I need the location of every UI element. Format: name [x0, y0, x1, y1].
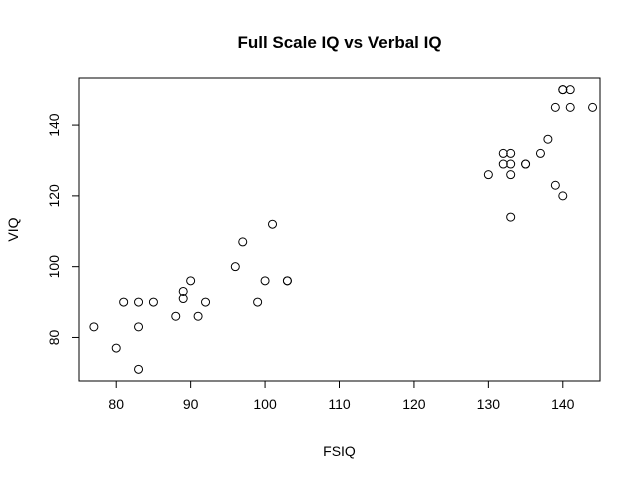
data-point: [134, 364, 144, 374]
data-point: [565, 85, 575, 95]
y-tick-label: 120: [46, 184, 62, 208]
data-point: [506, 170, 516, 180]
data-point: [558, 191, 568, 201]
plot-frame: [78, 77, 601, 382]
data-point: [238, 237, 248, 247]
data-point: [201, 297, 211, 307]
x-tick-label: 100: [253, 396, 277, 412]
data-point: [535, 148, 545, 158]
x-tick-label: 130: [477, 396, 501, 412]
x-tick-label: 80: [108, 396, 124, 412]
data-point: [565, 102, 575, 112]
data-point: [543, 134, 553, 144]
data-point: [506, 212, 516, 222]
y-axis: 80 100 120 140: [46, 113, 80, 345]
y-tick-label: 140: [46, 113, 62, 137]
x-tick-label: 140: [551, 396, 575, 412]
x-tick-label: 110: [328, 396, 351, 412]
chart-title: Full Scale IQ vs Verbal IQ: [237, 33, 441, 52]
data-point: [178, 294, 188, 304]
data-point: [148, 297, 158, 307]
y-axis-label: VIQ: [5, 217, 21, 241]
data-points: [89, 85, 598, 374]
data-point: [89, 322, 99, 332]
data-point: [134, 322, 144, 332]
data-point: [260, 276, 270, 286]
data-point: [506, 159, 516, 169]
data-point: [253, 297, 263, 307]
data-point: [550, 102, 560, 112]
x-axis: 80 90 100 110 120 130 140: [108, 380, 575, 412]
data-point: [178, 286, 188, 296]
y-tick-label: 80: [46, 329, 62, 345]
data-point: [506, 148, 516, 158]
data-point: [558, 85, 568, 95]
x-tick-label: 120: [402, 396, 426, 412]
data-point: [268, 219, 278, 229]
data-point: [230, 262, 240, 272]
data-point: [588, 102, 598, 112]
y-tick-label: 100: [46, 255, 62, 279]
data-point: [498, 159, 508, 169]
data-point: [186, 276, 196, 286]
x-axis-label: FSIQ: [323, 443, 356, 459]
data-point: [193, 311, 203, 321]
data-point: [483, 170, 493, 180]
data-point: [282, 276, 292, 286]
data-point: [521, 159, 531, 169]
data-point: [119, 297, 129, 307]
data-point: [550, 180, 560, 190]
data-point: [111, 343, 121, 353]
data-point: [134, 297, 144, 307]
data-point: [498, 148, 508, 158]
x-tick-label: 90: [183, 396, 199, 412]
data-point: [171, 311, 181, 321]
